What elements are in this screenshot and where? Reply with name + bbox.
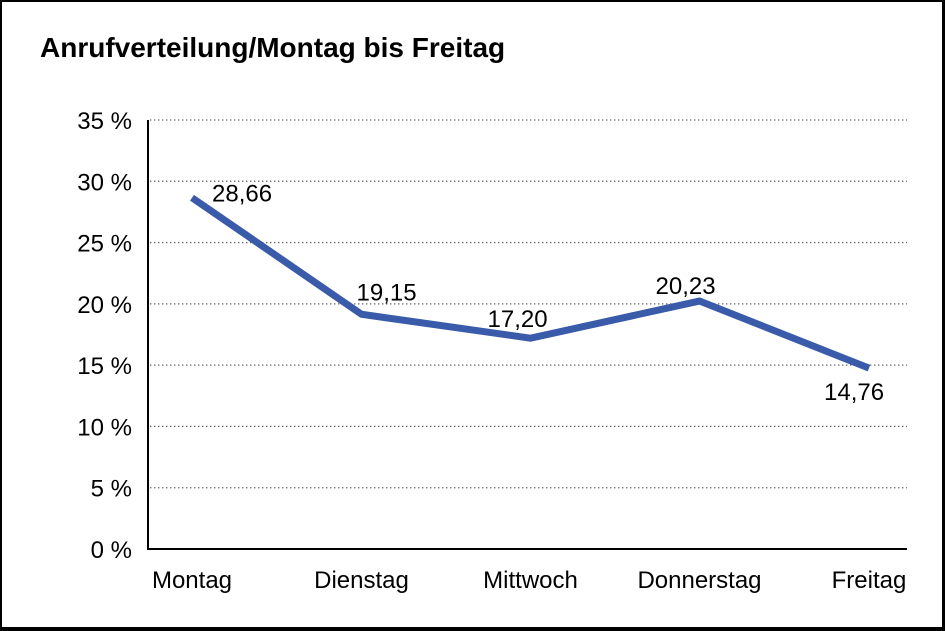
x-category-label: Montag xyxy=(152,567,232,594)
y-tick-label: 25 % xyxy=(77,231,132,258)
y-tick-label: 20 % xyxy=(77,292,132,319)
data-point-label: 14,76 xyxy=(824,379,884,406)
y-tick-label: 35 % xyxy=(77,108,132,135)
y-tick-label: 0 % xyxy=(91,537,132,564)
data-point-label: 28,66 xyxy=(212,181,272,208)
data-point-label: 19,15 xyxy=(357,279,417,306)
chart-title: Anrufverteilung/Montag bis Freitag xyxy=(40,32,506,63)
data-point-label: 20,23 xyxy=(656,273,716,300)
x-category-label: Dienstag xyxy=(314,567,409,594)
x-category-label: Donnerstag xyxy=(637,567,761,594)
data-point-label: 17,20 xyxy=(488,306,548,333)
y-tick-label: 10 % xyxy=(77,414,132,441)
series-line xyxy=(190,194,871,372)
y-tick-label: 15 % xyxy=(77,353,132,380)
y-tick-label: 5 % xyxy=(91,476,132,503)
y-tick-label: 30 % xyxy=(77,169,132,196)
x-category-label: Freitag xyxy=(832,567,907,594)
x-category-label: Mittwoch xyxy=(483,567,578,594)
